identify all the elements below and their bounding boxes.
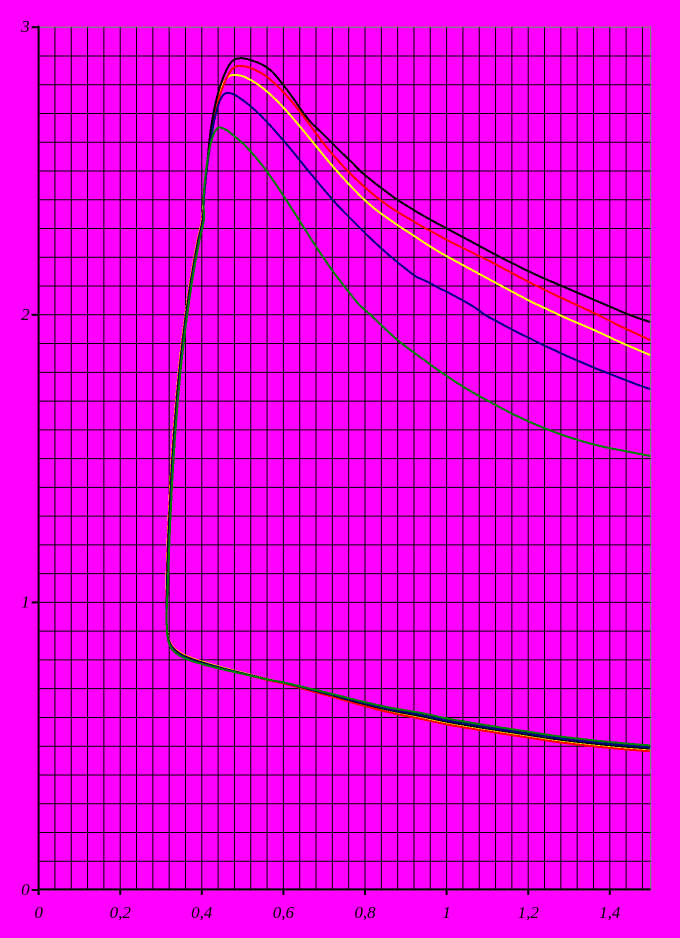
svg-text:0,2: 0,2 [110,903,132,922]
svg-text:0,8: 0,8 [354,903,376,922]
svg-text:1: 1 [442,903,451,922]
svg-text:1,2: 1,2 [518,903,540,922]
svg-text:0,6: 0,6 [273,903,295,922]
svg-text:0: 0 [21,880,30,899]
svg-text:1,4: 1,4 [599,903,621,922]
svg-text:0: 0 [34,903,43,922]
svg-text:3: 3 [20,17,30,36]
svg-text:2: 2 [21,305,30,324]
svg-text:0,4: 0,4 [191,903,213,922]
svg-text:1: 1 [21,592,30,611]
